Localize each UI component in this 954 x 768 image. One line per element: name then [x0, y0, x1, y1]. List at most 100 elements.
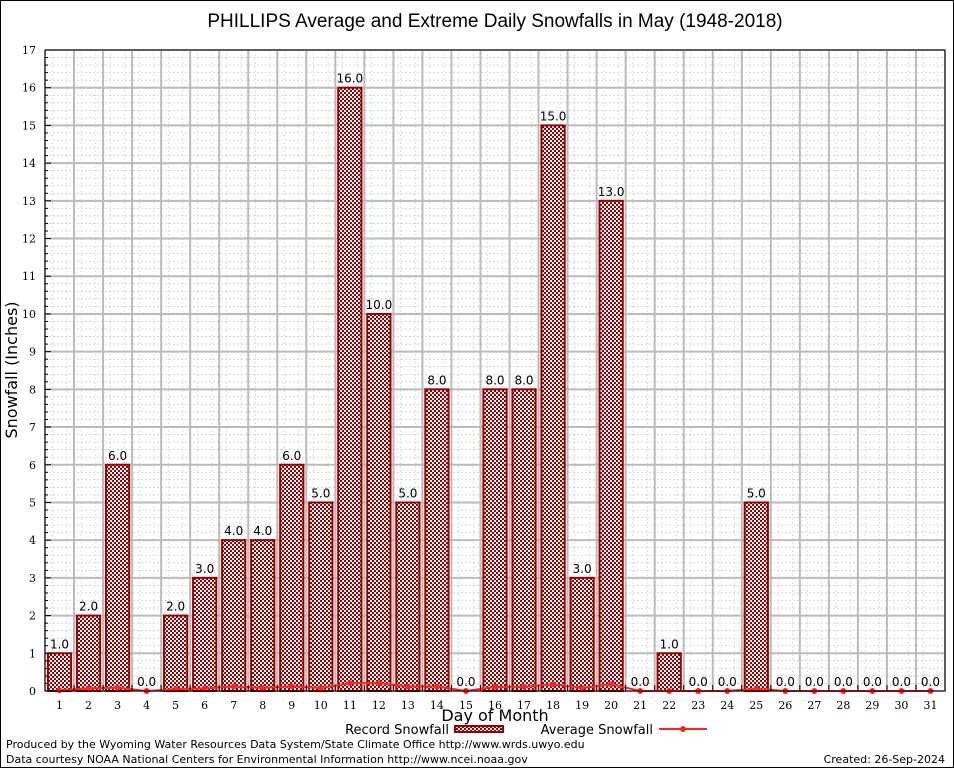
average-point-day-2	[85, 685, 92, 692]
average-point-day-13	[404, 683, 411, 690]
data-label-day-29: 0.0	[863, 675, 882, 689]
x-tick-label: 21	[633, 699, 647, 712]
footer-created-date: Created: 26-Sep-2024	[824, 753, 945, 766]
x-axis-label: Day of Month	[441, 706, 548, 725]
data-label-day-19: 3.0	[573, 562, 592, 576]
x-tick-label: 2	[85, 699, 92, 712]
data-label-day-10: 5.0	[311, 486, 330, 500]
data-label-day-21: 0.0	[631, 675, 650, 689]
data-label-day-11: 16.0	[336, 72, 363, 86]
bar-day-7	[221, 539, 247, 692]
x-tick-label: 29	[865, 699, 879, 712]
bar-day-8	[250, 539, 276, 692]
y-tick-label: 10	[22, 308, 36, 321]
legend-average-marker	[680, 726, 686, 732]
data-labels: 1.0 2.0 6.0 0.0 2.0 3.0 4.0 4.0 6.0 5.0 16.0 10.0 5.…	[50, 72, 940, 689]
y-tick-label: 2	[29, 610, 36, 623]
x-tick-label: 6	[201, 699, 208, 712]
bar-day-22	[656, 652, 682, 693]
x-tick-label: 14	[430, 699, 444, 712]
y-axis-label: Snowfall (Inches)	[2, 301, 21, 438]
average-point-day-19	[579, 684, 586, 691]
x-tick-label: 24	[720, 699, 734, 712]
data-label-day-4: 0.0	[137, 675, 156, 689]
data-label-day-25: 5.0	[747, 486, 766, 500]
data-label-day-13: 5.0	[398, 486, 417, 500]
legend-record-label: Record Snowfall	[345, 723, 449, 738]
x-tick-label: 30	[894, 699, 908, 712]
y-tick-label: 1	[29, 647, 36, 660]
y-tick-label: 0	[29, 685, 36, 698]
average-point-day-12	[375, 680, 382, 687]
x-tick-label: 22	[662, 699, 676, 712]
footer-produced-by: Produced by the Wyoming Water Resources …	[6, 738, 585, 751]
bar-day-18	[540, 124, 566, 693]
bar-day-6	[192, 576, 218, 692]
x-tick-label: 9	[288, 699, 295, 712]
y-tick-label: 16	[22, 82, 36, 95]
bar-day-11	[337, 86, 363, 693]
y-tick-label: 12	[22, 233, 36, 246]
x-tick-label: 15	[459, 699, 473, 712]
data-label-day-20: 13.0	[598, 185, 625, 199]
average-point-day-1	[56, 687, 63, 694]
bar-day-13	[395, 501, 421, 692]
x-tick-labels: 1 2 3 4 5 6 7 8 9 10 11 12 13 14 15 16 17 18 19 20 21 22 23 24 2…	[56, 699, 937, 712]
bar-day-10	[308, 501, 334, 692]
data-label-day-16: 8.0	[485, 373, 504, 387]
data-label-day-31: 0.0	[921, 675, 940, 689]
bar-day-12	[366, 312, 392, 692]
data-label-day-23: 0.0	[689, 675, 708, 689]
x-tick-label: 5	[172, 699, 179, 712]
y-tick-label: 8	[29, 383, 36, 396]
x-tick-label: 20	[604, 699, 618, 712]
average-point-day-3	[114, 684, 121, 691]
data-label-day-28: 0.0	[834, 675, 853, 689]
y-tick-label: 13	[22, 195, 36, 208]
average-point-day-10	[317, 684, 324, 691]
x-tick-label: 13	[401, 699, 415, 712]
data-label-day-8: 4.0	[253, 524, 272, 538]
x-tick-label: 26	[778, 699, 792, 712]
y-tick-label: 14	[22, 157, 36, 170]
x-tick-label: 10	[314, 699, 328, 712]
data-label-day-17: 8.0	[514, 373, 533, 387]
average-point-day-25	[753, 685, 760, 692]
data-label-day-6: 3.0	[195, 562, 214, 576]
data-label-day-2: 2.0	[79, 600, 98, 614]
bar-day-5	[163, 614, 189, 693]
data-label-day-1: 1.0	[50, 637, 69, 651]
x-tick-label: 17	[517, 699, 531, 712]
y-tick-label: 6	[29, 459, 36, 472]
y-tick-label: 5	[29, 496, 36, 509]
y-tick-label: 9	[29, 346, 36, 359]
x-tick-label: 25	[749, 699, 763, 712]
data-label-day-5: 2.0	[166, 600, 185, 614]
axes	[44, 49, 946, 692]
data-label-day-3: 6.0	[108, 449, 127, 463]
x-tick-label: 16	[488, 699, 502, 712]
data-label-day-26: 0.0	[776, 675, 795, 689]
bar-day-16	[482, 388, 508, 692]
average-point-day-11	[346, 680, 353, 687]
legend: Record Snowfall Average Snowfall	[345, 723, 707, 738]
x-tick-label: 11	[343, 699, 357, 712]
legend-record-swatch	[454, 725, 504, 733]
x-tick-label: 12	[372, 699, 386, 712]
data-label-day-7: 4.0	[224, 524, 243, 538]
average-point-day-14	[433, 683, 440, 690]
average-point-day-16	[492, 683, 498, 690]
bar-day-19	[569, 576, 595, 692]
footer-data-courtesy: Data courtesy NOAA National Centers for …	[6, 753, 528, 766]
bar-day-2	[75, 614, 102, 693]
bar-day-17	[511, 388, 537, 692]
bar-day-14	[424, 388, 450, 692]
bar-day-3	[104, 463, 131, 692]
data-label-day-14: 8.0	[427, 373, 446, 387]
x-tick-label: 23	[691, 699, 705, 712]
x-tick-label: 7	[230, 699, 237, 712]
y-tick-label: 4	[29, 534, 36, 547]
x-tick-label: 8	[259, 699, 266, 712]
